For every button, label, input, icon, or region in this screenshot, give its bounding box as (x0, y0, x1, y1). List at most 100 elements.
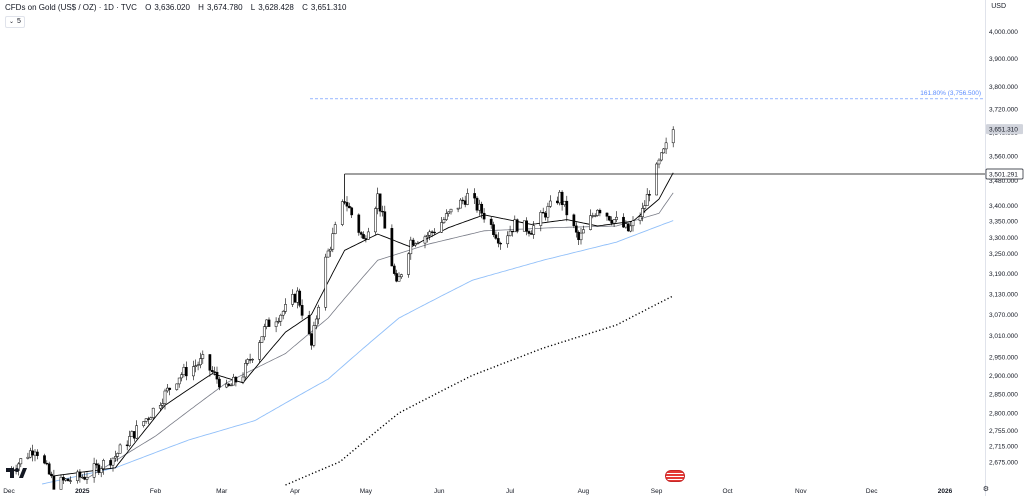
price-tick-label: 3,560.000 (989, 154, 1018, 161)
candle-body (199, 358, 202, 366)
candle-body (66, 478, 70, 482)
candle-body (62, 476, 65, 481)
candle-body (182, 367, 186, 375)
candle-body (548, 200, 552, 207)
time-tick-label: Oct (722, 488, 732, 495)
candle-body (31, 450, 34, 456)
candle-body (499, 242, 502, 245)
candle-body (482, 212, 486, 220)
candle-body (329, 248, 332, 252)
candle-body (506, 235, 510, 245)
price-tick-label: 3,720.000 (989, 107, 1018, 114)
candle-body (444, 213, 448, 220)
ma-blue-line (42, 220, 674, 485)
candle-body (151, 407, 155, 418)
candle-body (241, 376, 245, 383)
candle-body (473, 193, 476, 199)
candle-body (527, 231, 531, 234)
candle-body (589, 215, 592, 230)
candle-body (45, 462, 49, 465)
candle-body (78, 471, 82, 478)
candle-body (201, 354, 205, 359)
candle-body (345, 202, 349, 207)
symbol-header: CFDs on Gold (US$ / OZ) · 1D · TVC O 3,63… (5, 3, 346, 12)
time-tick-label: Apr (290, 488, 301, 495)
candle-body (213, 371, 216, 373)
candle-body (310, 333, 313, 346)
chevron-down-icon: ⌄ (9, 19, 15, 25)
candle-body (442, 219, 446, 223)
price-tick-label: 3,010.000 (989, 333, 1018, 340)
price-axis[interactable]: 2,675.000 2,715.000 2,755.000 2,800.000 2,85… (985, 29, 1024, 466)
price-tick-label: 4,000.000 (989, 29, 1018, 36)
candle-body (114, 456, 117, 459)
candle-body (47, 463, 51, 475)
candle-body (184, 367, 188, 377)
candle-body (494, 234, 498, 239)
price-tick-label: 2,800.000 (989, 411, 1018, 418)
indicators-count: 5 (17, 18, 21, 25)
candle-body (428, 231, 432, 236)
candle-body (284, 304, 287, 312)
candle-body (475, 197, 479, 211)
candle-body (374, 208, 377, 233)
candle-body (175, 383, 179, 390)
candle-body (641, 208, 644, 217)
drawn-levels[interactable]: 161.80% (3,756.500) (310, 90, 985, 204)
candle-body (314, 318, 318, 326)
candle-body (648, 194, 651, 196)
candle-body (591, 215, 595, 217)
tradingview-logo-icon[interactable] (5, 466, 27, 480)
time-axis[interactable]: Dec 2025 Feb Mar Apr May Jun Jul Aug Sep Oct Nov Dec… (3, 488, 952, 495)
candle-body (392, 265, 396, 274)
last-price-label: 3,651.310 (989, 127, 1018, 134)
candle-body (99, 468, 103, 473)
candle-body (147, 418, 150, 420)
candle-body (161, 403, 164, 406)
open-label: O (145, 3, 152, 12)
candle-body (411, 239, 415, 246)
candle-body (163, 390, 167, 404)
candle-body (260, 336, 264, 343)
ma-gray-line (84, 192, 674, 481)
price-tick-label: 3,300.000 (989, 235, 1018, 242)
time-tick-label: Mar (216, 488, 228, 495)
level-price-label: 3,501.291 (989, 172, 1018, 179)
time-tick-label: Nov (795, 488, 807, 495)
candle-body (359, 232, 363, 235)
candle-body (440, 222, 443, 233)
candle-body (317, 306, 320, 320)
candle-body (26, 456, 30, 459)
candle-body (196, 364, 200, 366)
candle-body (671, 129, 675, 144)
candle-body (579, 232, 583, 241)
candle-body (43, 455, 46, 464)
high-label: H (198, 3, 204, 12)
candle-body (478, 203, 481, 211)
candle-body (395, 273, 398, 282)
gear-icon[interactable]: ⚙ (982, 486, 989, 493)
indicators-toggle[interactable]: ⌄ 5 (5, 16, 25, 28)
candle-body (97, 464, 101, 473)
candle-body (605, 212, 609, 217)
candle-body (118, 444, 122, 454)
candle-body (508, 230, 512, 237)
candle-body (149, 417, 153, 420)
candle-body (251, 358, 254, 361)
candle-body (258, 342, 261, 360)
candle-body (596, 209, 599, 216)
candle-body (631, 220, 635, 227)
candle-body (624, 223, 628, 228)
candle-body (459, 199, 462, 209)
candle-body (539, 212, 543, 226)
time-tick-label: Sep (651, 488, 663, 495)
symbol-title[interactable]: CFDs on Gold (US$ / OZ) · 1D · TVC (5, 3, 137, 12)
candle-body (312, 325, 316, 346)
candle-body (28, 450, 32, 458)
currency-label[interactable]: USD (991, 3, 1006, 10)
candle-body (229, 384, 233, 387)
price-tick-label: 3,250.000 (989, 251, 1018, 258)
us-flag-icon[interactable] (665, 470, 685, 482)
moving-average-gray (84, 192, 674, 481)
